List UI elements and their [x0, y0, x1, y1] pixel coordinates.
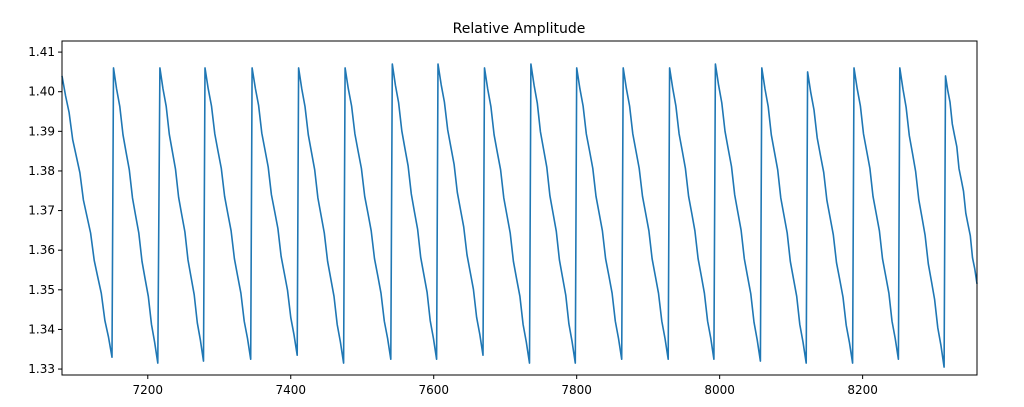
y-tick-label: 1.41 [28, 45, 55, 59]
y-tick-label: 1.33 [28, 362, 55, 376]
x-tick-label: 7200 [133, 383, 164, 397]
plot-area [61, 40, 978, 376]
axes-frame [61, 40, 978, 376]
y-axis: 1.33 1.34 1.35 1.36 1.37 1.38 1.39 1.40 1.41 [28, 45, 62, 376]
y-tick-label: 1.35 [28, 283, 55, 297]
y-tick-label: 1.34 [28, 322, 55, 336]
y-tick-label: 1.37 [28, 204, 55, 218]
y-tick-label: 1.40 [28, 85, 55, 99]
x-tick-label: 7600 [418, 383, 449, 397]
x-tick-label: 7400 [275, 383, 306, 397]
y-tick-label: 1.38 [28, 164, 55, 178]
x-tick-label: 8000 [704, 383, 735, 397]
series-line [61, 63, 978, 368]
x-axis: 7200 7400 7600 7800 8000 8200 [133, 375, 878, 397]
chart-title: Relative Amplitude [453, 21, 586, 37]
y-tick-label: 1.39 [28, 124, 55, 138]
y-tick-label: 1.36 [28, 243, 55, 257]
x-tick-label: 7800 [561, 383, 592, 397]
x-tick-label: 8200 [847, 383, 878, 397]
